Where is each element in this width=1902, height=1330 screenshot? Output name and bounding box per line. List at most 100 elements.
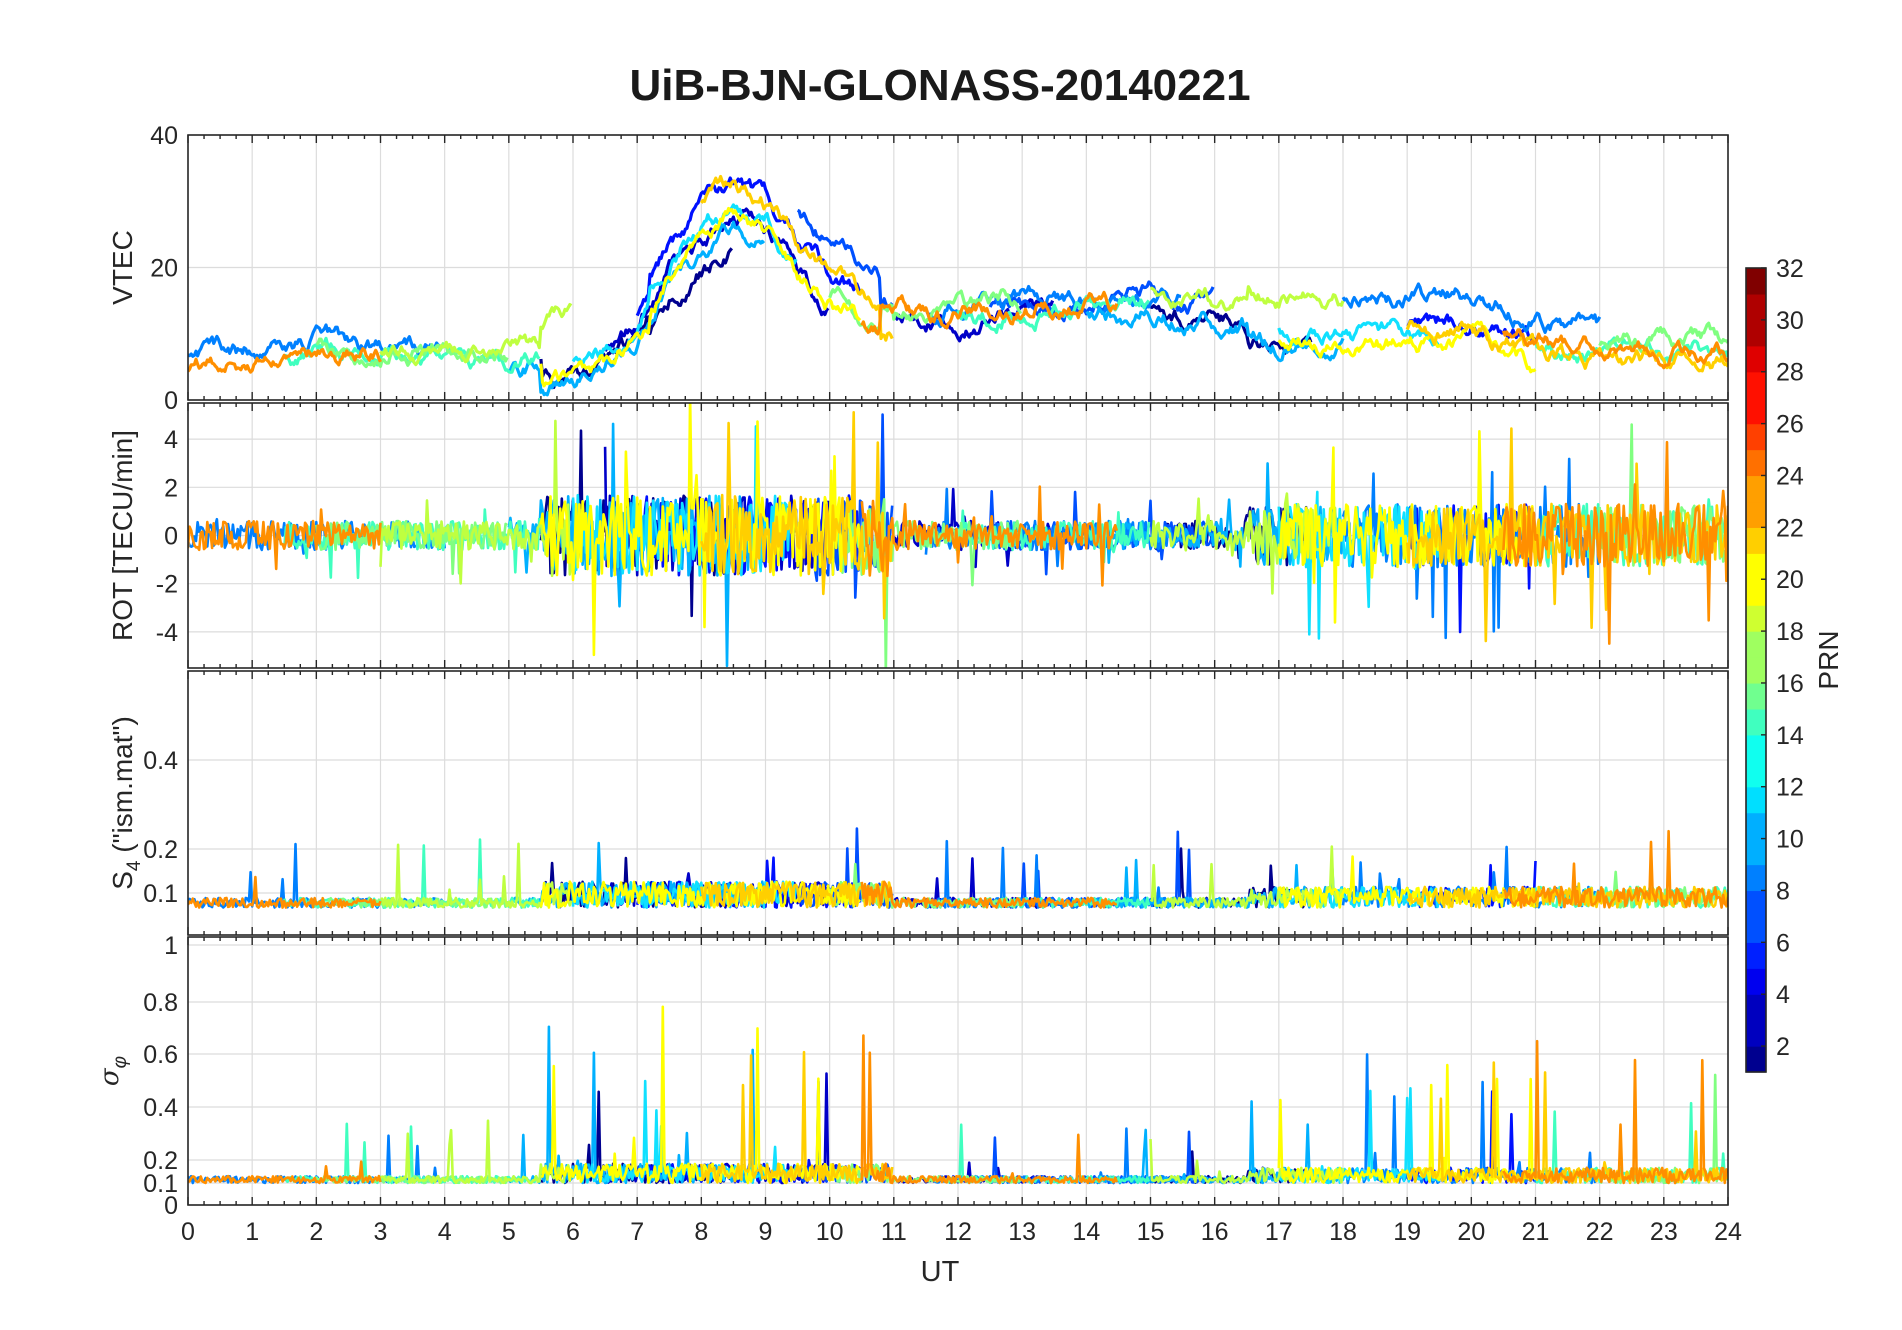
x-tick-label: 7	[630, 1218, 644, 1246]
y-tick-label: 0.4	[143, 747, 178, 775]
x-axis: 0 1 2 3 4 5 6 7 8 9 10 11 12 13 14 15 16 17 18 19 20 21 22 23 24	[181, 1218, 1742, 1246]
series-line-prn-16	[315, 519, 508, 576]
colorbar-segment	[1746, 423, 1766, 451]
colorbar-segment	[1746, 605, 1766, 632]
colorbar-segment	[1746, 708, 1766, 736]
series-line-prn-20	[1277, 1063, 1537, 1185]
colorbar-segment	[1746, 268, 1766, 295]
colorbar-segment	[1746, 890, 1766, 917]
colorbar-segment	[1746, 734, 1766, 762]
colorbar-segment	[1746, 994, 1766, 1021]
x-tick-label: 11	[881, 1218, 907, 1246]
y-axis-label-main: σ	[95, 1067, 125, 1086]
x-tick-label: 14	[1072, 1218, 1100, 1246]
colorbar-segment	[1746, 293, 1766, 321]
series-line-prn-24	[1502, 1039, 1728, 1185]
x-tick-label: 18	[1329, 1218, 1357, 1246]
x-tick-label: 2	[309, 1218, 323, 1246]
series-line-prn-24	[860, 485, 1119, 587]
colorbar-tick-label: 2	[1776, 1033, 1790, 1061]
y-tick-label: 0.1	[143, 880, 178, 908]
y-tick-label: 20	[150, 255, 178, 283]
series-line-prn-18	[379, 1119, 573, 1185]
series-line-prn-20	[1277, 429, 1537, 624]
series-line-prn-18	[380, 842, 573, 909]
colorbar-segment	[1746, 475, 1766, 503]
x-tick-label: 0	[181, 1218, 195, 1246]
series-line-prn-18	[1149, 845, 1345, 909]
x-tick-label: 6	[566, 1218, 580, 1246]
x-tick-label: 5	[502, 1218, 516, 1246]
series-line-prn-22	[1405, 319, 1728, 373]
chart-title: UiB-BJN-GLONASS-20140221	[629, 61, 1250, 110]
x-tick-label: 24	[1714, 1218, 1742, 1246]
series-line-prn-22	[700, 410, 894, 620]
series-line-prn-18	[1149, 492, 1344, 595]
series-line-prn-20	[540, 1005, 861, 1185]
y-tick-label: 2	[164, 474, 178, 502]
colorbar-tick-label: 10	[1776, 826, 1804, 854]
x-tick-label: 22	[1586, 1218, 1614, 1246]
y-axis-label-subscript: 4	[124, 860, 145, 871]
y-tick-label: 0.6	[143, 1041, 178, 1069]
panel-vtec: 0 20 40 VTEC	[107, 122, 1729, 415]
y-axis-label-vtec: VTEC	[107, 230, 138, 305]
y-axis-label-subscript: φ	[110, 1056, 131, 1068]
x-tick-label: 21	[1522, 1218, 1550, 1246]
colorbar-segment	[1746, 838, 1766, 866]
y-axis-label-main: S	[107, 871, 138, 890]
colorbar-tick-label: 8	[1776, 877, 1790, 905]
colorbar-tick-label: 20	[1776, 566, 1804, 594]
series-line-prn-6	[796, 208, 894, 311]
colorbar-segment	[1746, 579, 1766, 606]
colorbar-tick-label: 22	[1776, 514, 1804, 542]
colorbar-segment	[1746, 812, 1766, 840]
series-line-prn-24	[1502, 829, 1728, 909]
panel-rot: -4 -2 0 2 4 ROT [TECU/min]	[107, 402, 1729, 669]
series-group	[188, 827, 1728, 909]
x-tick-label: 15	[1137, 1218, 1165, 1246]
colorbar-segment	[1746, 501, 1766, 528]
colorbar-tick-label: 4	[1776, 981, 1790, 1009]
y-tick-label: 0.4	[143, 1094, 178, 1122]
y-tick-label: 0	[164, 387, 178, 415]
series-group	[188, 1005, 1728, 1185]
colorbar-segment	[1746, 371, 1766, 399]
colorbar-segment	[1746, 942, 1766, 969]
y-tick-label: 0	[164, 1192, 178, 1220]
x-tick-label: 9	[759, 1218, 773, 1246]
colorbar-segment	[1746, 864, 1766, 892]
x-tick-label: 16	[1201, 1218, 1229, 1246]
x-tick-label: 23	[1650, 1218, 1678, 1246]
colorbar-tick-label: 28	[1776, 359, 1804, 387]
colorbar-segment	[1746, 1020, 1766, 1047]
colorbar-segment	[1746, 760, 1766, 788]
colorbar-segment	[1746, 682, 1766, 710]
series-line-prn-18	[379, 419, 573, 585]
x-tick-label: 12	[944, 1218, 972, 1246]
series-line-prn-8	[1341, 282, 1602, 334]
x-tick-label: 13	[1008, 1218, 1036, 1246]
series-line-prn-18	[1150, 285, 1345, 312]
series-line-prn-16	[1598, 321, 1728, 354]
y-tick-label: 0.2	[143, 836, 178, 864]
y-tick-label: -4	[156, 619, 178, 647]
y-tick-label: 4	[164, 426, 178, 454]
panel-s4: 0.10.20.4S4 ("ism.mat")	[107, 670, 1729, 936]
series-line-prn-10	[508, 220, 766, 397]
colorbar-segment	[1746, 657, 1766, 684]
series-line-prn-8	[188, 323, 447, 360]
x-axis-label: UT	[921, 1256, 960, 1288]
series-line-prn-24	[1502, 440, 1728, 645]
series-line-prn-24	[860, 880, 1118, 909]
series-line-prn-24	[860, 1034, 1119, 1185]
colorbar-segment	[1746, 319, 1766, 347]
colorbar-tick-label: 6	[1776, 929, 1790, 957]
series-line-prn-2	[892, 297, 1055, 343]
colorbar-label: PRN	[1813, 630, 1844, 689]
colorbar-segment	[1746, 527, 1766, 554]
colorbar-tick-label: 18	[1776, 618, 1804, 646]
series-line-prn-24	[1501, 328, 1728, 370]
series-line-prn-18	[379, 303, 573, 367]
